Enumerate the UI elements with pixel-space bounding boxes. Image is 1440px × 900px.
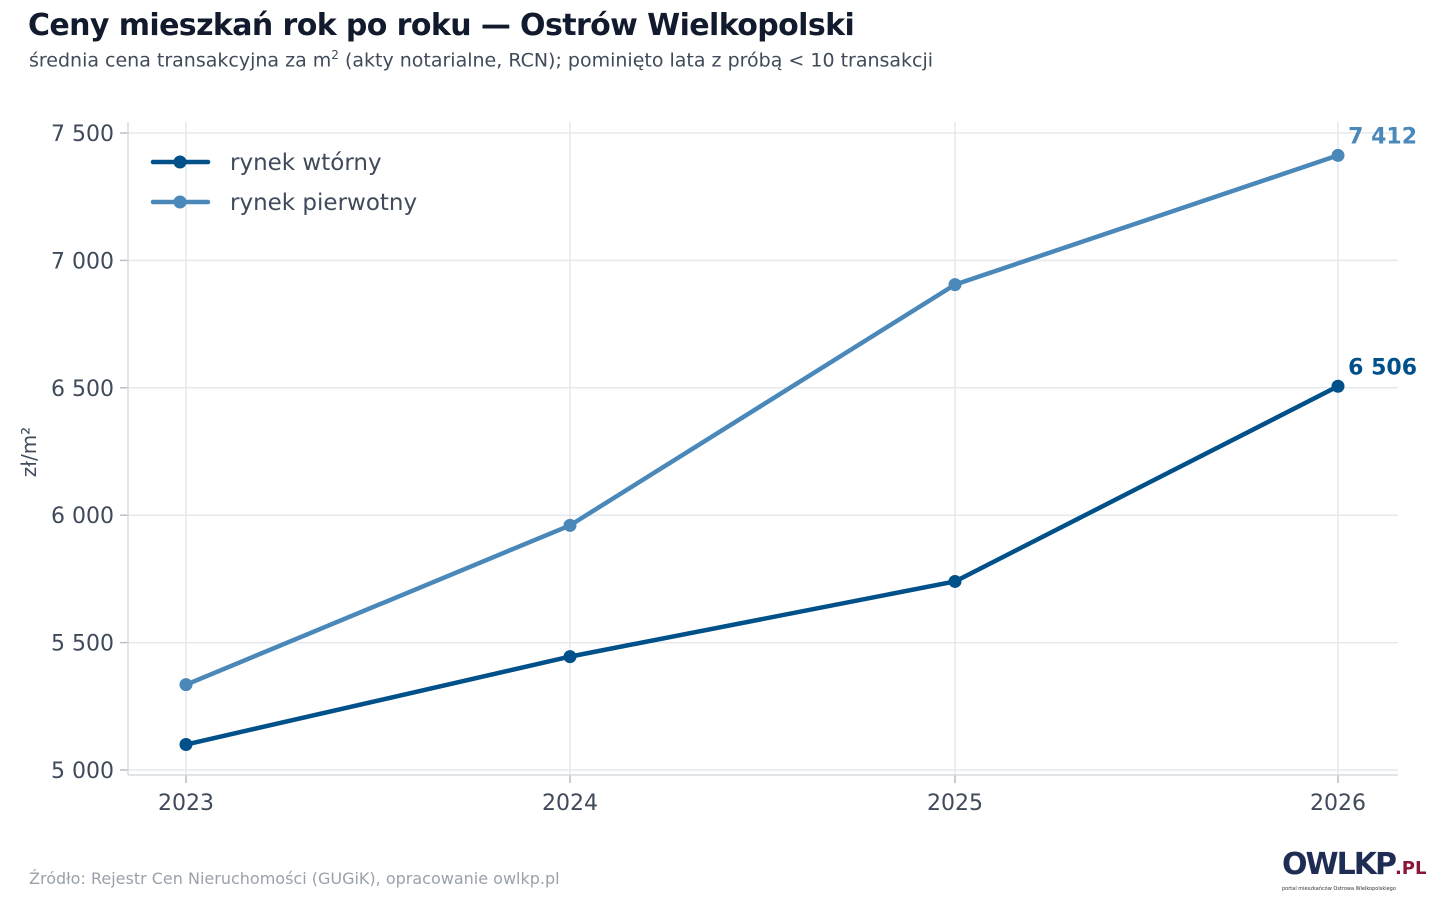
data-point [1331,379,1345,393]
logo-tagline: portal mieszkańców Ostrowa Wielkopolskie… [1282,886,1396,892]
logo-wordmark: OWLKP.PL [1282,847,1426,884]
data-point [563,518,577,532]
subtitle-text: średnia cena transakcyjna za m [29,49,332,72]
end-value-label: 6 506 [1348,355,1417,380]
y-tick-label: 7 000 [51,249,114,274]
subtitle-superscript: 2 [331,48,339,62]
labels-layer: 7 412 6 506 [1348,124,1417,380]
legend: rynek wtórny rynek pierwotny [150,150,417,216]
y-axis-label: zł/m² [17,427,41,477]
series-line [183,153,1341,687]
legend-marker [173,195,187,209]
legend-label: rynek wtórny [230,150,382,176]
logo-word: OWLKP [1282,847,1397,882]
series-layer [179,148,1345,752]
logo-suffix: .PL [1394,858,1427,879]
x-tick-label: 2025 [927,791,983,816]
chart-title: Ceny mieszkań rok po roku — Ostrów Wielk… [28,8,855,43]
y-tick-label: 5 500 [51,632,114,657]
y-tick-label: 6 500 [51,377,114,402]
y-tick-label: 7 500 [51,122,114,147]
data-point [948,574,962,588]
axes: 5 000 5 500 6 000 6 500 7 000 7 500 2023 2024 20… [17,122,1398,816]
data-point [179,738,193,752]
legend-marker [173,155,187,169]
data-point [563,650,577,664]
data-point [179,678,193,692]
x-tick-label: 2024 [542,791,598,816]
source-note: Źródło: Rejestr Cen Nieruchomości (GUGiK… [29,869,560,888]
x-tick-label: 2023 [158,791,214,816]
data-point [1331,148,1345,162]
series-line [183,384,1341,747]
legend-label: rynek pierwotny [230,190,417,216]
subtitle-text-rest: (akty notarialne, RCN); pominięto lata z… [338,49,934,72]
end-value-label: 7 412 [1348,124,1417,149]
owlkp-logo: OWLKP.PL portal mieszkańców Ostrowa Wiel… [1282,847,1426,893]
grid-lines [128,122,1398,775]
chart-subtitle: średnia cena transakcyjna za m2 (akty no… [29,48,933,71]
x-tick-label: 2026 [1310,791,1366,816]
data-point [948,278,962,292]
y-tick-label: 5 000 [51,759,114,784]
y-tick-label: 6 000 [51,504,114,529]
